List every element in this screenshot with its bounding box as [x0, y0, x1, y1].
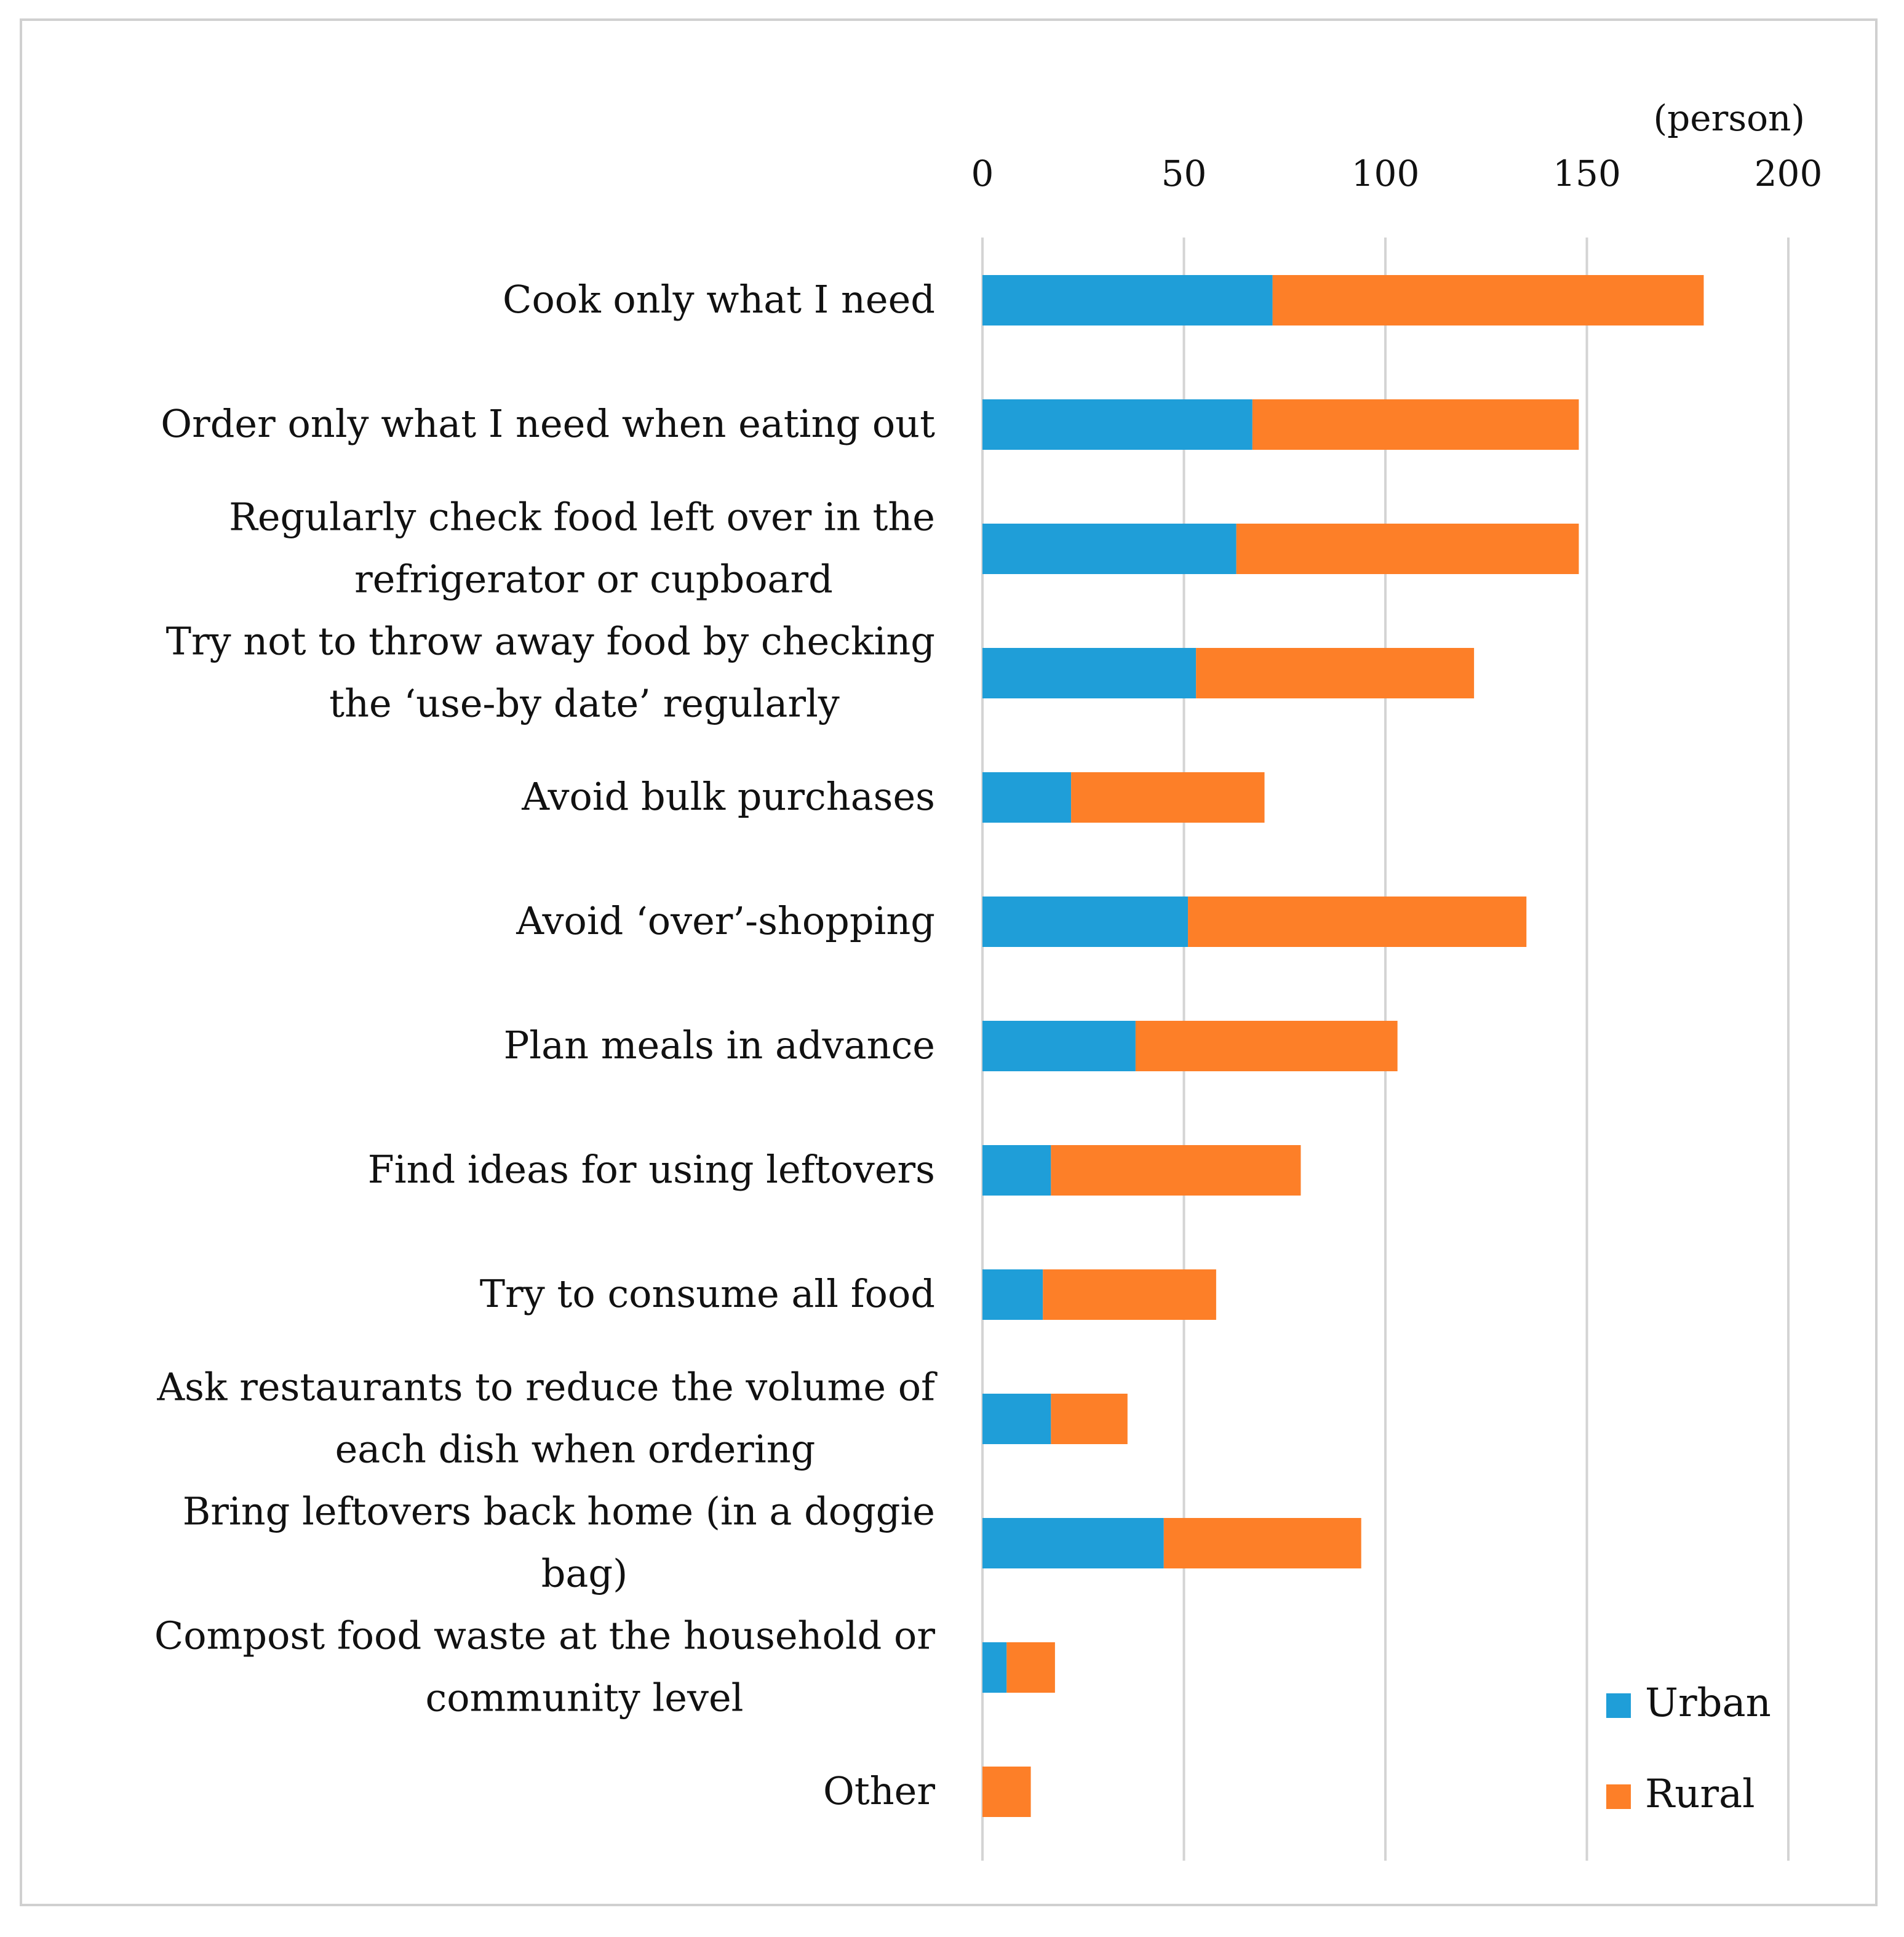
legend-label-urban: Urban [1645, 1680, 1771, 1726]
bar-urban-11 [982, 1642, 1007, 1693]
legend-label-rural: Rural [1645, 1771, 1755, 1817]
category-label-11-line-1: community level [425, 1675, 743, 1720]
legend-swatch-urban [1606, 1693, 1631, 1718]
category-label-1: Order only what I need when eating out [161, 401, 935, 446]
x-tick-label-0: 0 [971, 153, 994, 194]
bar-rural-10 [1163, 1518, 1361, 1568]
bar-rural-11 [1006, 1642, 1055, 1693]
bar-urban-7 [982, 1145, 1051, 1196]
category-label-10-line-1: bag) [541, 1551, 628, 1596]
category-label-9-line-0: Ask restaurants to reduce the volume of [156, 1365, 938, 1410]
category-label-4: Avoid bulk purchases [521, 774, 935, 819]
bar-urban-0 [982, 275, 1273, 325]
bar-urban-6 [982, 1021, 1136, 1071]
category-labels: Cook only what I need Order only what I n… [154, 277, 938, 1813]
bar-rural-0 [1272, 275, 1704, 325]
bar-urban-4 [982, 772, 1072, 823]
category-label-9-line-1: each dish when ordering [335, 1427, 816, 1472]
bar-rural-1 [1252, 399, 1579, 450]
x-tick-label-50: 50 [1161, 153, 1207, 194]
category-label-2-line-1: refrigerator or cupboard [354, 557, 833, 602]
bar-rural-5 [1188, 897, 1527, 947]
category-label-11-line-0: Compost food waste at the household or [154, 1613, 936, 1658]
chart-frame: 0 50 100 150 200 Cook only what I need Order … [20, 18, 1878, 1906]
legend-swatch-rural [1606, 1784, 1631, 1809]
category-label-8: Try to consume all food [480, 1271, 935, 1316]
category-label-3-line-1: the ‘use-by date’ regularly [329, 681, 840, 726]
bar-rural-2 [1236, 524, 1579, 574]
bar-urban-3 [982, 648, 1197, 698]
bar-rural-6 [1135, 1021, 1398, 1071]
bar-urban-1 [982, 399, 1253, 450]
unit-label: (person) [1654, 97, 1805, 139]
category-label-7: Find ideas for using leftovers [368, 1147, 935, 1192]
category-label-12: Other [823, 1768, 935, 1813]
legend: Urban Rural [1606, 1680, 1771, 1817]
category-label-6: Plan meals in advance [504, 1023, 935, 1068]
bar-rural-3 [1196, 648, 1475, 698]
bar-urban-9 [982, 1394, 1051, 1444]
bar-rural-7 [1051, 1145, 1301, 1196]
stacked-bar-chart: 0 50 100 150 200 Cook only what I need Order … [154, 97, 1823, 1861]
bar-rural-9 [1051, 1394, 1128, 1444]
category-label-5: Avoid ‘over’-shopping [516, 898, 935, 943]
category-label-0: Cook only what I need [503, 277, 935, 322]
bar-rural-4 [1071, 772, 1265, 823]
x-tick-label-150: 150 [1553, 153, 1621, 194]
bar-rural-12 [982, 1767, 1031, 1817]
bars [982, 275, 1704, 1817]
bar-urban-5 [982, 897, 1189, 947]
bar-urban-2 [982, 524, 1237, 574]
category-label-3-line-0: Try not to throw away food by checking [166, 619, 935, 664]
bar-urban-10 [982, 1518, 1164, 1568]
category-label-10-line-0: Bring leftovers back home (in a doggie [183, 1489, 935, 1534]
bar-urban-8 [982, 1269, 1043, 1320]
x-tick-label-200: 200 [1755, 153, 1823, 194]
x-tick-labels: 0 50 100 150 200 [971, 153, 1823, 194]
category-label-2-line-0: Regularly check food left over in the [229, 495, 935, 540]
x-tick-label-100: 100 [1352, 153, 1420, 194]
bar-rural-8 [1043, 1269, 1216, 1320]
